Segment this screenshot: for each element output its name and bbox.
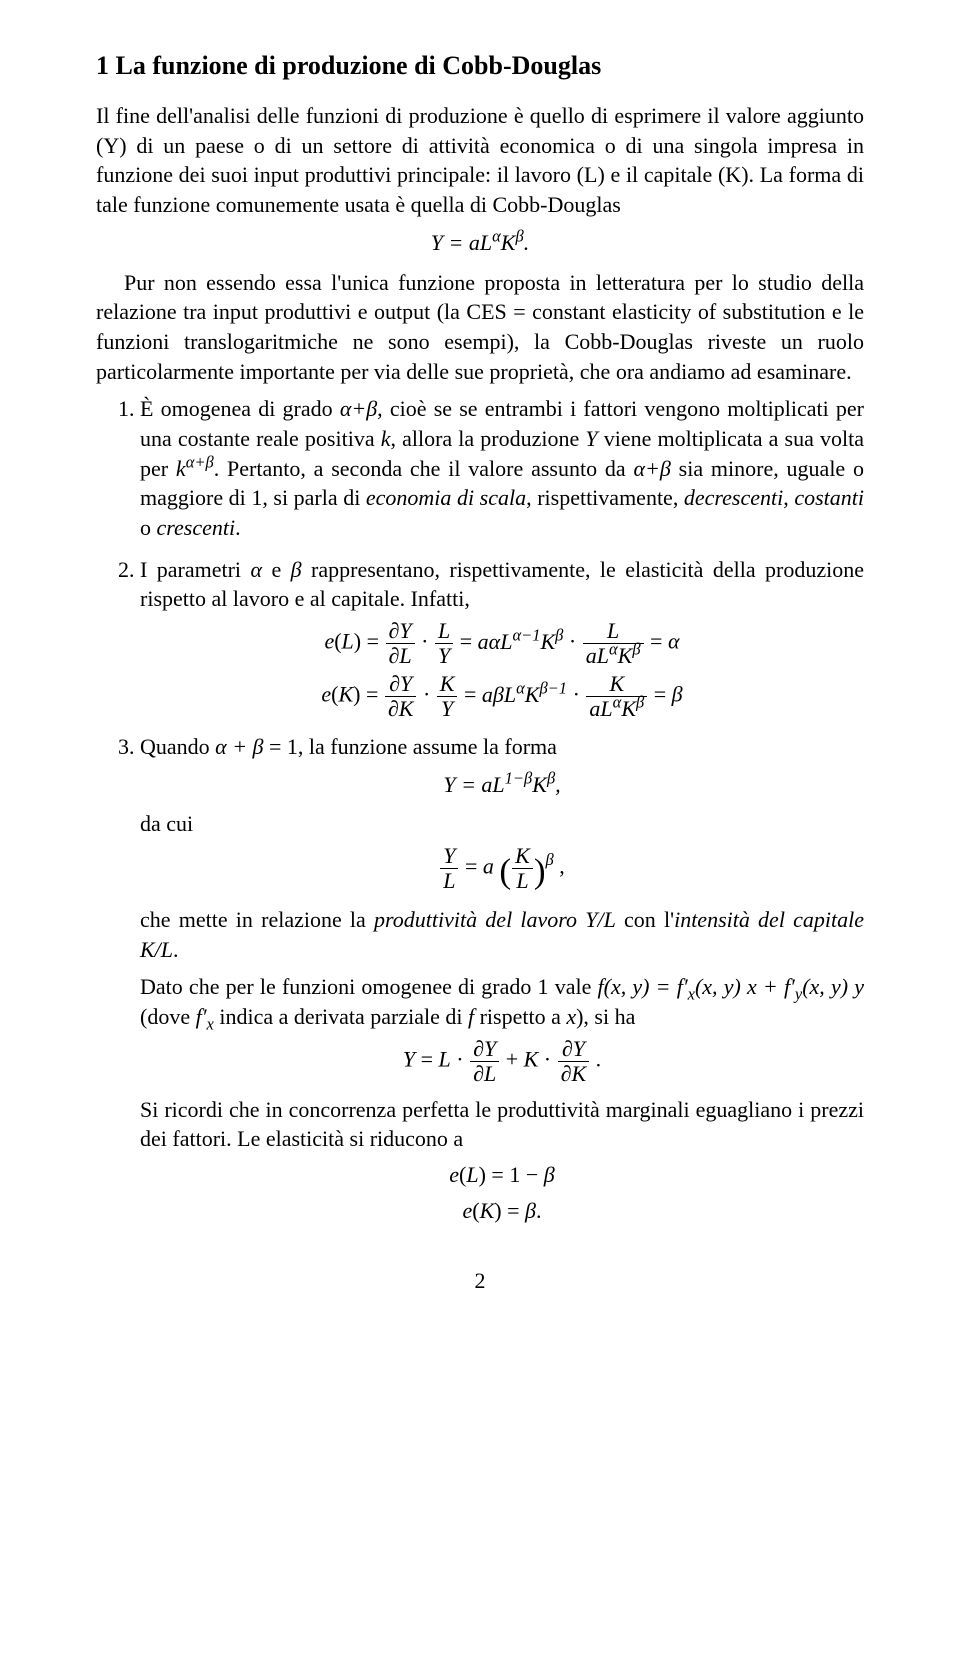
eq-productivity: YL = a (KL)β , [140,845,864,895]
property-3-p3: Dato che per le funzioni omogenee di gra… [140,972,864,1031]
property-2-equations: e(L) = ∂Y∂L · LY = aαLα−1Kβ · LaLαKβ = α… [140,620,864,720]
eq-elasticity-L: e(L) = ∂Y∂L · LY = aαLα−1Kβ · LaLαKβ = α [140,620,864,667]
property-3-p4: Si ricordi che in concorrenza perfetta l… [140,1095,864,1154]
property-3-intro: Quando α + β = 1, la funzione assume la … [140,734,557,759]
da-cui-label: da cui [140,809,864,839]
intro-paragraph-1: Il fine dell'analisi delle funzioni di p… [96,101,864,220]
property-1-text: È omogenea di grado α+β, cioè se se entr… [140,396,864,540]
eq-constant-returns: Y = aL1−βKβ, [140,770,864,800]
section-title: 1 La funzione di produzione di Cobb-Doug… [96,48,864,83]
property-item-2: I parametri α e β rappresentano, rispett… [140,555,864,720]
properties-list: È omogenea di grado α+β, cioè se se entr… [96,394,864,1225]
property-item-3: Quando α + β = 1, la funzione assume la … [140,732,864,1225]
eq-eK-reduced: e(K) = β. [140,1196,864,1226]
property-3-p2: che mette in relazione la produttività d… [140,905,864,964]
equation-cobb-douglas: Y = aLαKβ. [96,228,864,258]
eq-eL-reduced: e(L) = 1 − β [140,1160,864,1190]
eq-elasticity-K: e(K) = ∂Y∂K · KY = aβLαKβ−1 · KaLαKβ = β [140,673,864,720]
eq-euler-line: Y = L · ∂Y∂L + K · ∂Y∂K . [140,1038,864,1085]
intro-paragraph-2: Pur non essendo essa l'unica funzione pr… [96,268,864,387]
page-number: 2 [96,1266,864,1296]
eq-euler: Y = L · ∂Y∂L + K · ∂Y∂K . [140,1038,864,1085]
property-item-1: È omogenea di grado α+β, cioè se se entr… [140,394,864,542]
eq-elasticities-reduced: e(L) = 1 − β e(K) = β. [140,1160,864,1225]
property-2-intro: I parametri α e β rappresentano, rispett… [140,557,864,612]
eq-productivity-line: YL = a (KL)β , [140,845,864,895]
